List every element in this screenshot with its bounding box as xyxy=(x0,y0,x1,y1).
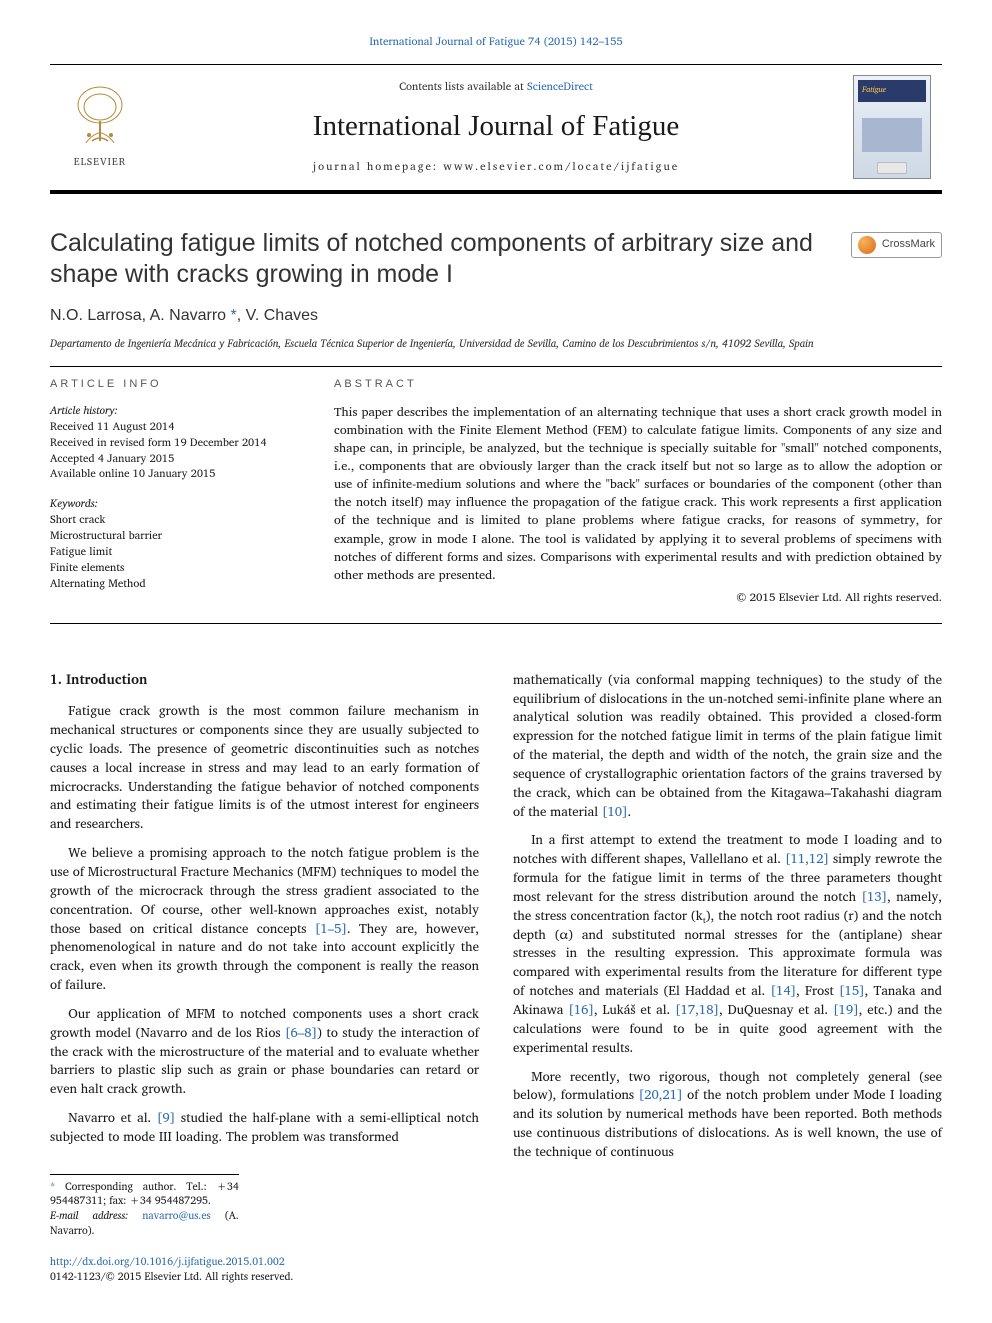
corresponding-note: Corresponding author. Tel.: +34 95448731… xyxy=(50,1177,239,1210)
affiliation: Departamento de Ingeniería Mecánica y Fa… xyxy=(50,336,942,350)
contents-label: Contents lists available at xyxy=(399,77,527,95)
journal-ref-link[interactable]: International Journal of Fatigue 74 (201… xyxy=(369,32,622,50)
text-run: . xyxy=(628,800,632,822)
masthead: ELSEVIER Contents lists available at Sci… xyxy=(50,64,942,194)
keywords-block: Keywords: Short crack Microstructural ba… xyxy=(50,496,300,592)
history-online: Available online 10 January 2015 xyxy=(50,464,215,482)
body-col-left: 1. Introduction Fatigue crack growth is … xyxy=(50,670,479,1238)
abstract-label: ABSTRACT xyxy=(334,377,942,393)
journal-title: International Journal of Fatigue xyxy=(313,105,679,147)
elsevier-tree-icon xyxy=(72,85,128,153)
journal-cover-thumb: Fatigue xyxy=(853,75,931,179)
sciencedirect-link[interactable]: ScienceDirect xyxy=(527,77,593,95)
article-info-label: ARTICLE INFO xyxy=(50,377,300,393)
authors-main: N.O. Larrosa, A. Navarro xyxy=(50,307,226,324)
section-1-heading: 1. Introduction xyxy=(50,670,479,690)
rule-bottom xyxy=(50,623,942,624)
crossmark-label: CrossMark xyxy=(882,237,935,253)
body-para: More recently, two rigorous, though not … xyxy=(513,1067,942,1161)
author-line: N.O. Larrosa, A. Navarro *, V. Chaves xyxy=(50,304,942,327)
body-para: Navarro et al. [9] studied the half-plan… xyxy=(50,1108,479,1146)
authors-rest: , V. Chaves xyxy=(237,307,318,324)
keyword-item: Alternating Method xyxy=(50,574,146,592)
body-col-right: mathematically (via conformal mapping te… xyxy=(513,670,942,1238)
body-para: We believe a promising approach to the n… xyxy=(50,843,479,994)
publisher-block: ELSEVIER xyxy=(50,65,150,190)
issn-line: 0142-1123/© 2015 Elsevier Ltd. All right… xyxy=(50,1269,942,1284)
email-link[interactable]: navarro@us.es xyxy=(142,1206,210,1224)
footnotes: * Corresponding author. Tel.: +34 954487… xyxy=(50,1174,239,1238)
body-para: Our application of MFM to notched compon… xyxy=(50,1004,479,1098)
crossmark-badge[interactable]: CrossMark xyxy=(851,232,942,258)
cover-word: Fatigue xyxy=(862,84,886,96)
body-para: mathematically (via conformal mapping te… xyxy=(513,670,942,821)
contents-available: Contents lists available at ScienceDirec… xyxy=(399,79,593,95)
citation-link[interactable]: [10] xyxy=(602,800,628,822)
article-title: Calculating fatigue limits of notched co… xyxy=(50,228,832,291)
abstract-text: This paper describes the implementation … xyxy=(334,403,942,584)
body-para: Fatigue crack growth is the most common … xyxy=(50,701,479,833)
crossmark-icon xyxy=(858,236,876,254)
body-para: In a first attempt to extend the treatme… xyxy=(513,830,942,1056)
text-run: mathematically (via conformal mapping te… xyxy=(513,668,942,822)
article-history: Article history: Received 11 August 2014… xyxy=(50,403,300,483)
abstract-copyright: © 2015 Elsevier Ltd. All rights reserved… xyxy=(334,590,942,607)
rule-top xyxy=(50,366,942,367)
publisher-name: ELSEVIER xyxy=(74,155,126,170)
journal-reference: International Journal of Fatigue 74 (201… xyxy=(50,34,942,50)
journal-homepage: journal homepage: www.elsevier.com/locat… xyxy=(313,159,679,175)
